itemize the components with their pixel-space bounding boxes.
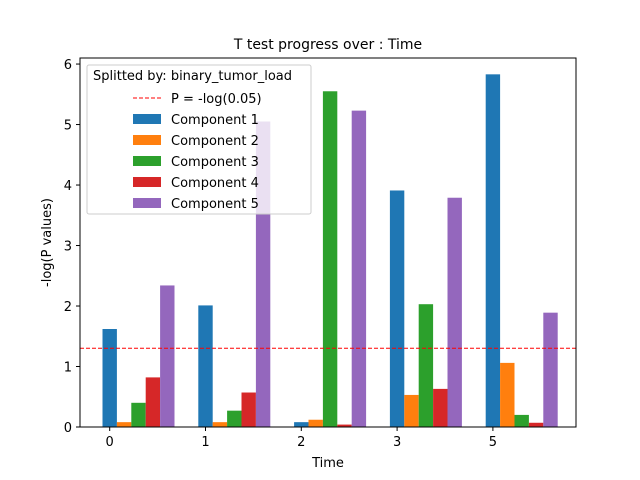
- legend-label-component-5: Component 5: [171, 197, 259, 212]
- bar-component-5-time-3: [447, 197, 462, 427]
- bar-component-1-time-0: [102, 329, 117, 427]
- legend-label-component-4: Component 4: [171, 176, 259, 191]
- bar-component-4-time-1: [241, 392, 256, 427]
- x-tick-label: 0: [106, 435, 114, 450]
- y-axis-label: -log(P values): [40, 198, 55, 287]
- legend-title: Splitted by: binary_tumor_load: [93, 69, 292, 84]
- legend-label-component-1: Component 1: [171, 113, 259, 128]
- legend: Splitted by: binary_tumor_load P = -log(0…: [86, 64, 312, 215]
- x-axis: 0 1 2 3 5: [106, 427, 497, 450]
- bar-component-4-time-2: [337, 424, 352, 427]
- bar-component-3-time-1: [227, 410, 242, 427]
- x-tick-label: 2: [297, 435, 305, 450]
- legend-swatch-component-1: [133, 114, 161, 124]
- bar-component-5-time-0: [160, 285, 175, 427]
- bar-component-2-time-1: [212, 422, 228, 427]
- bar-component-3-time-5: [514, 414, 529, 427]
- bar-component-1-time-1: [198, 305, 213, 427]
- legend-label-component-3: Component 3: [171, 155, 259, 170]
- bar-component-1-time-2: [294, 422, 309, 427]
- y-tick-label: 4: [64, 179, 72, 194]
- y-tick-label: 2: [64, 300, 72, 315]
- y-axis: 0 1 2 3 4 5 6: [64, 58, 80, 436]
- bar-component-3-time-2: [322, 91, 338, 427]
- legend-swatch-component-3: [133, 156, 161, 166]
- bar-component-3-time-3: [418, 304, 434, 427]
- x-tick-label: 3: [393, 435, 401, 450]
- bar-component-2-time-0: [116, 422, 132, 427]
- legend-label-component-2: Component 2: [171, 134, 259, 149]
- legend-swatch-component-5: [133, 198, 161, 208]
- chart-title: T test progress over : Time: [233, 37, 422, 53]
- bar-component-2-time-2: [308, 419, 323, 427]
- bar-component-5-time-5: [543, 312, 558, 427]
- bar-component-1-time-3: [389, 190, 405, 427]
- bar-component-4-time-3: [433, 388, 448, 427]
- legend-swatch-component-4: [133, 177, 161, 187]
- legend-threshold-label: P = -log(0.05): [171, 92, 262, 107]
- x-tick-label: 1: [201, 435, 209, 450]
- bar-component-3-time-0: [131, 402, 146, 427]
- bar-component-1-time-5: [485, 74, 501, 427]
- bar-component-2-time-3: [404, 394, 419, 427]
- y-tick-label: 5: [64, 119, 72, 134]
- legend-box: [86, 64, 312, 215]
- bar-component-5-time-2: [351, 110, 367, 427]
- plot-area-frame: [79, 57, 577, 428]
- x-tick-label: 5: [489, 435, 497, 450]
- y-tick-label: 3: [64, 240, 72, 255]
- bar-component-4-time-0: [145, 377, 161, 427]
- bar-component-4-time-5: [528, 422, 544, 427]
- y-tick-label: 6: [64, 58, 72, 73]
- x-axis-label: Time: [311, 456, 344, 471]
- y-tick-label: 0: [64, 421, 72, 436]
- legend-swatch-component-2: [133, 135, 161, 145]
- y-tick-label: 1: [64, 361, 72, 376]
- bar-component-2-time-5: [500, 362, 515, 427]
